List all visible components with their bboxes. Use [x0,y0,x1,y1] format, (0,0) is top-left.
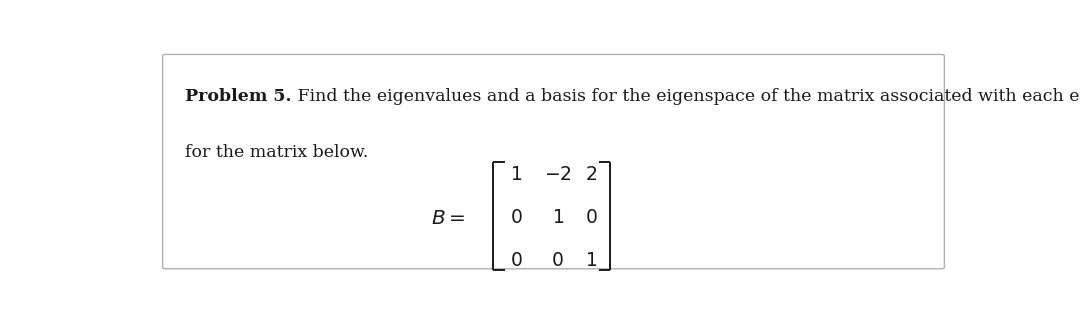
Text: $0$: $0$ [510,209,522,227]
Text: $B =$: $B =$ [431,209,465,228]
Text: $1$: $1$ [585,252,597,270]
Text: for the matrix below.: for the matrix below. [186,144,368,161]
Text: Find the eigenvalues and a basis for the eigenspace of the matrix associated wit: Find the eigenvalues and a basis for the… [292,88,1080,105]
Text: $-2$: $-2$ [544,166,571,184]
Text: $1$: $1$ [552,209,564,227]
FancyBboxPatch shape [163,54,944,269]
Text: $0$: $0$ [585,209,597,227]
Text: Problem 5.: Problem 5. [186,88,292,105]
Text: $1$: $1$ [510,166,522,184]
Text: $2$: $2$ [585,166,597,184]
Text: $0$: $0$ [510,252,522,270]
Text: $0$: $0$ [552,252,564,270]
